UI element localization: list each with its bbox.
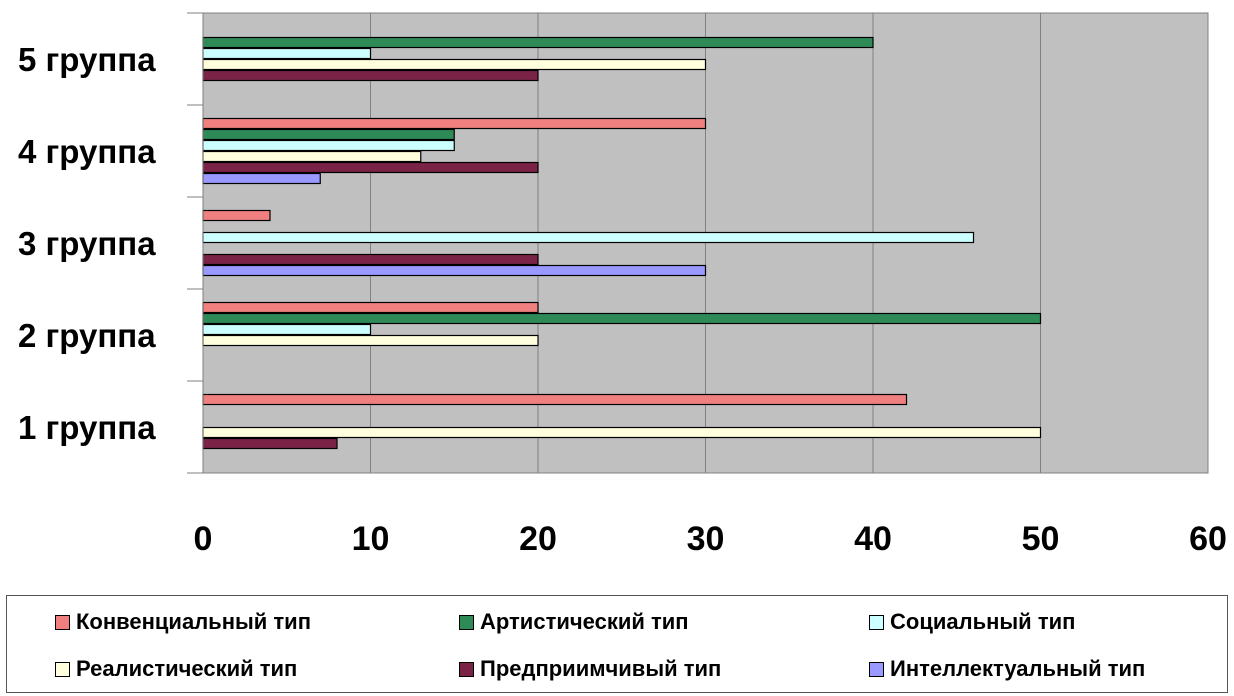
- x-tick-label: 40: [854, 520, 892, 558]
- bar: [202, 312, 1042, 325]
- bar: [202, 117, 707, 130]
- legend-swatch: [869, 661, 884, 677]
- bar: [202, 437, 338, 450]
- x-tick-label: 30: [687, 520, 725, 558]
- legend-item: Конвенциальный тип: [55, 609, 311, 635]
- legend-label: Предприимчивый тип: [480, 656, 722, 681]
- legend: Конвенциальный тип Артистический тип Социа…: [6, 595, 1228, 693]
- bar: [202, 58, 707, 71]
- x-tick-label: 10: [352, 520, 390, 558]
- category-label: 4 группа: [18, 133, 156, 170]
- bar: [202, 139, 455, 152]
- bar: [202, 393, 908, 406]
- bar: [202, 426, 1042, 439]
- bar: [202, 69, 539, 82]
- category-label: 2 группа: [18, 317, 156, 354]
- legend-label: Конвенциальный тип: [76, 609, 311, 634]
- legend-item: Предприимчивый тип: [459, 656, 721, 682]
- legend-item: Социальный тип: [869, 609, 1075, 635]
- bar-chart: 1 группа 2 группа 3 группа 4 группа 5 группа…: [18, 12, 1227, 558]
- bar: [202, 150, 422, 163]
- bar: [202, 128, 455, 141]
- bar: [202, 172, 321, 185]
- bar: [202, 334, 539, 347]
- bar: [202, 231, 975, 244]
- x-tick-label: 0: [194, 520, 213, 558]
- legend-label: Артистический тип: [480, 609, 689, 634]
- category-labels: 1 группа 2 группа 3 группа 4 группа 5 группа: [18, 41, 156, 446]
- bar: [202, 209, 271, 222]
- legend-item: Интеллектуальный тип: [869, 656, 1145, 682]
- legend-item: Артистический тип: [459, 609, 689, 635]
- bar: [202, 36, 874, 49]
- legend-item: Реалистический тип: [55, 656, 297, 682]
- category-label: 5 группа: [18, 41, 156, 78]
- x-tick-label: 20: [519, 520, 557, 558]
- category-label: 1 группа: [18, 409, 156, 446]
- x-tick-labels: 0 10 20 30 40 50 60: [194, 520, 1227, 558]
- bar: [202, 47, 372, 60]
- x-tick-label: 60: [1189, 520, 1227, 558]
- bar: [202, 323, 372, 336]
- legend-label: Реалистический тип: [76, 656, 298, 681]
- legend-label: Интеллектуальный тип: [890, 656, 1146, 681]
- legend-swatch: [55, 661, 70, 677]
- legend-swatch: [869, 614, 884, 630]
- legend-swatch: [459, 614, 474, 630]
- legend-swatch: [55, 614, 70, 630]
- category-ticks: [187, 12, 203, 474]
- bar: [202, 301, 539, 314]
- category-label: 3 группа: [18, 225, 156, 262]
- legend-swatch: [459, 661, 474, 677]
- bar: [202, 253, 539, 266]
- bar: [202, 264, 707, 277]
- legend-label: Социальный тип: [890, 609, 1076, 634]
- bar: [202, 161, 539, 174]
- x-tick-label: 50: [1022, 520, 1060, 558]
